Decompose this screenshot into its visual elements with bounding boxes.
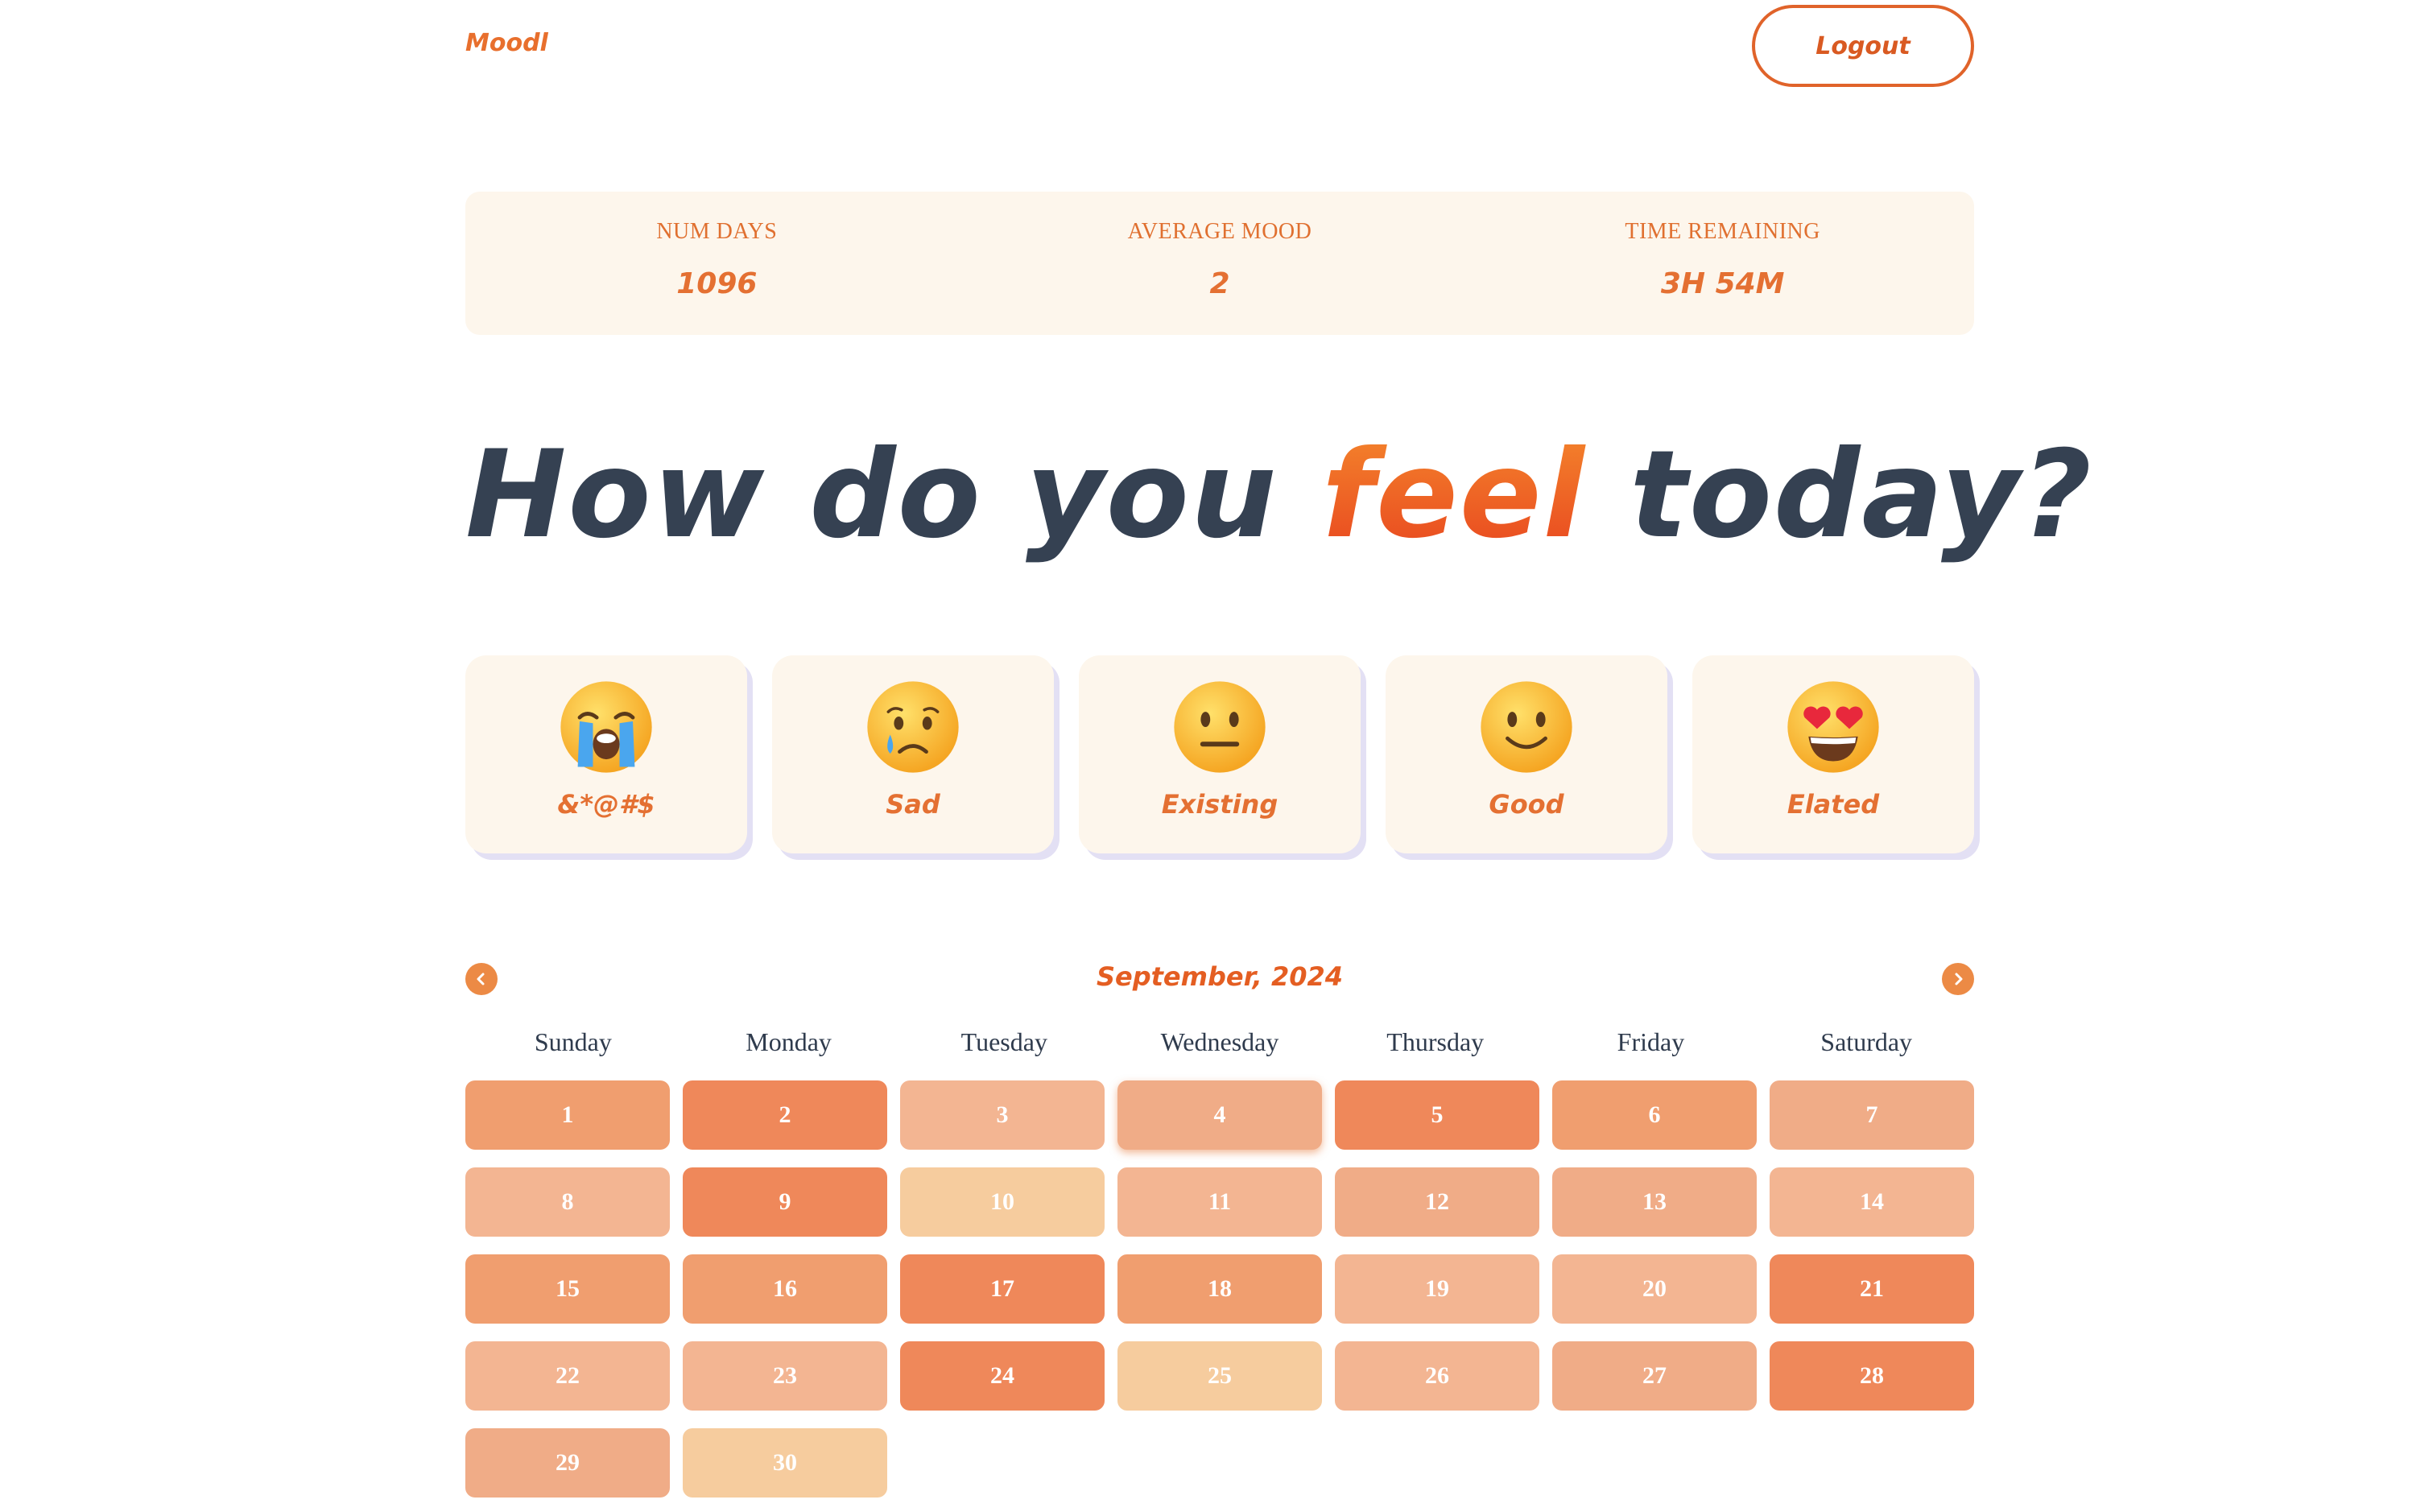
mood-button-good[interactable]: Good [1386, 655, 1667, 853]
calendar-day[interactable]: 20 [1552, 1254, 1757, 1324]
calendar-day[interactable]: 9 [683, 1167, 887, 1237]
stat-label: NUM DAYS [656, 219, 778, 244]
app-container: Moodl Logout NUM DAYS 1096 AVERAGE MOOD … [465, 0, 2092, 1512]
calendar-day[interactable]: 6 [1552, 1080, 1757, 1150]
heading-text: today? [1586, 425, 2093, 565]
stat-value: 3H 54M [1660, 267, 1785, 300]
stat-label: TIME REMAINING [1625, 219, 1820, 244]
calendar-day[interactable]: 13 [1552, 1167, 1757, 1237]
mood-picker: &*@#$ Sad Exi [465, 655, 1974, 860]
weekday-label: Sunday [534, 1027, 612, 1056]
calendar-day[interactable]: 15 [465, 1254, 670, 1324]
weekday-label: Monday [746, 1027, 832, 1056]
mood-label: Existing [1161, 789, 1278, 820]
calendar-day[interactable]: 5 [1335, 1080, 1539, 1150]
prev-month-button[interactable] [465, 963, 498, 995]
slightly-smiling-face-icon [1481, 681, 1572, 773]
calendar-day[interactable]: 23 [683, 1341, 887, 1411]
weekday-label: Tuesday [960, 1027, 1047, 1056]
calendar-day[interactable]: 25 [1117, 1341, 1322, 1411]
calendar-day[interactable]: 29 [465, 1428, 670, 1498]
mood-button-existing[interactable]: Existing [1079, 655, 1361, 853]
weekday-label: Friday [1617, 1027, 1685, 1056]
calendar-day[interactable]: 21 [1770, 1254, 1974, 1324]
calendar-day[interactable]: 3 [900, 1080, 1105, 1150]
loudly-crying-face-icon [560, 681, 652, 773]
calendar-day[interactable]: 28 [1770, 1341, 1974, 1411]
mood-button-elated[interactable]: Elated [1692, 655, 1974, 853]
chevron-right-icon [1955, 973, 1963, 985]
calendar-day[interactable]: 4 [1117, 1080, 1322, 1150]
weekday-label: Saturday [1820, 1027, 1913, 1056]
calendar-header: September, 2024 [465, 961, 1974, 997]
mood-button-rage[interactable]: &*@#$ [465, 655, 747, 853]
logout-button[interactable]: Logout [1752, 5, 1974, 87]
stat-average-mood: AVERAGE MOOD 2 [969, 192, 1472, 335]
crying-face-icon [867, 681, 959, 773]
calendar-day[interactable]: 26 [1335, 1341, 1539, 1411]
calendar-day[interactable]: 7 [1770, 1080, 1974, 1150]
mood-label: &*@#$ [557, 789, 655, 820]
calendar-day[interactable]: 1 [465, 1080, 670, 1150]
page-heading: How do you feel today? [465, 425, 2092, 565]
calendar-day[interactable]: 19 [1335, 1254, 1539, 1324]
brand-logo[interactable]: Moodl [465, 29, 548, 57]
stat-label: AVERAGE MOOD [1127, 219, 1312, 244]
stats-panel: NUM DAYS 1096 AVERAGE MOOD 2 TIME REMAIN… [465, 192, 1974, 335]
calendar-day[interactable]: 24 [900, 1341, 1105, 1411]
calendar-day[interactable]: 18 [1117, 1254, 1322, 1324]
calendar-day[interactable]: 14 [1770, 1167, 1974, 1237]
weekday-label: Wednesday [1160, 1027, 1279, 1056]
calendar-day[interactable]: 11 [1117, 1167, 1322, 1237]
stat-value: 1096 [676, 267, 758, 300]
stat-time-remaining: TIME REMAINING 3H 54M [1471, 192, 1974, 335]
stat-value: 2 [1209, 267, 1230, 300]
heart-eyes-face-icon [1787, 681, 1879, 773]
weekday-label: Thursday [1386, 1027, 1485, 1056]
stat-num-days: NUM DAYS 1096 [465, 192, 969, 335]
month-label: September, 2024 [1096, 961, 1344, 992]
heading-text: How do you [465, 425, 1322, 565]
calendar-day[interactable]: 30 [683, 1428, 887, 1498]
weekday-row: Sunday Monday Tuesday Wednesday Thursday… [465, 1027, 1974, 1057]
mood-label: Good [1489, 789, 1564, 820]
heading-accent-word: feel [1321, 425, 1587, 565]
mood-label: Elated [1787, 789, 1880, 820]
calendar-day[interactable]: 12 [1335, 1167, 1539, 1237]
calendar-day[interactable]: 22 [465, 1341, 670, 1411]
mood-button-sad[interactable]: Sad [772, 655, 1054, 853]
calendar-day[interactable]: 17 [900, 1254, 1105, 1324]
calendar-day[interactable]: 27 [1552, 1341, 1757, 1411]
calendar-day[interactable]: 8 [465, 1167, 670, 1237]
neutral-face-icon [1174, 681, 1266, 773]
next-month-button[interactable] [1942, 963, 1974, 995]
calendar-day[interactable]: 16 [683, 1254, 887, 1324]
chevron-left-icon [477, 973, 485, 985]
mood-label: Sad [886, 789, 940, 820]
calendar-day[interactable]: 2 [683, 1080, 887, 1150]
calendar-day[interactable]: 10 [900, 1167, 1105, 1237]
